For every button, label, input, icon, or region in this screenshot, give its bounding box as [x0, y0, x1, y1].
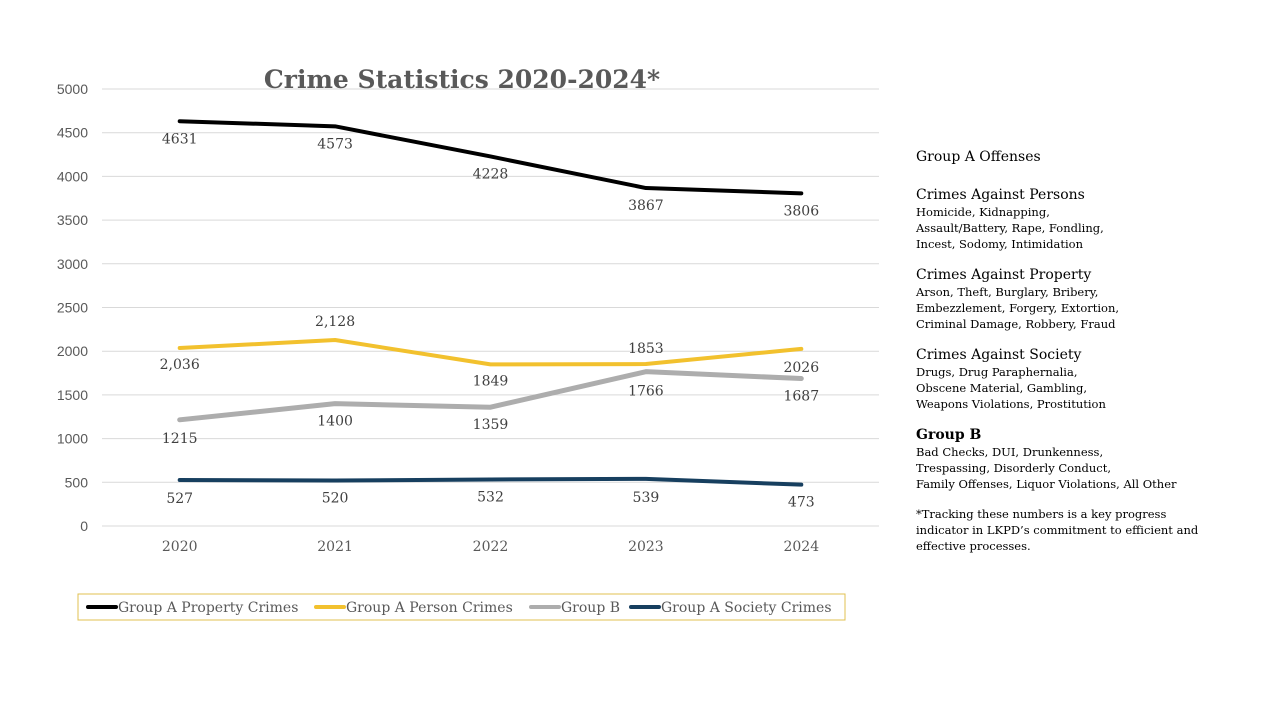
legend-label: Group A Property Crimes	[118, 600, 298, 616]
y-tick-label: 5000	[57, 81, 88, 97]
x-tick-label: 2020	[162, 539, 198, 555]
note-line: indicator in LKPD’s commitment to effici…	[916, 523, 1199, 537]
group-a-heading-block: Group A Offenses	[916, 148, 1236, 166]
property-line: Arson, Theft, Burglary, Bribery,	[916, 285, 1099, 299]
offense-key-panel: Group A Offenses Crimes Against Persons …	[916, 148, 1236, 554]
y-tick-label: 4500	[57, 125, 88, 141]
society-block: Crimes Against Society Drugs, Drug Parap…	[916, 346, 1236, 412]
data-label: 2,128	[315, 314, 355, 330]
legend: Group A Property Crimes Group A Person Cr…	[77, 593, 846, 621]
tracking-note: *Tracking these numbers is a key progres…	[916, 506, 1236, 554]
x-tick-label: 2024	[783, 539, 819, 555]
x-tick-label: 2023	[628, 539, 664, 555]
group-b-block: Group B Bad Checks, DUI, Drunkenness, Tr…	[916, 426, 1236, 492]
data-label: 539	[633, 490, 660, 506]
legend-label: Group A Society Crimes	[661, 600, 832, 616]
x-tick-label: 2022	[473, 539, 509, 555]
data-label: 1766	[628, 384, 664, 400]
property-title: Crimes Against Property	[916, 267, 1092, 283]
persons-block: Crimes Against Persons Homicide, Kidnapp…	[916, 186, 1236, 252]
persons-line: Homicide, Kidnapping,	[916, 205, 1050, 219]
note-line: *Tracking these numbers is a key progres…	[916, 507, 1167, 521]
crime-line-chart: 0 500 1000 1500 2000 2500 3000 3500 4000 4500 5000…	[57, 65, 879, 621]
group-b-title: Group B	[916, 427, 982, 443]
series-line	[177, 338, 804, 367]
group-a-heading: Group A Offenses	[916, 149, 1041, 165]
society-line: Weapons Violations, Prostitution	[916, 397, 1106, 411]
y-tick-label: 2500	[57, 300, 88, 316]
persons-line: Incest, Sodomy, Intimidation	[916, 237, 1083, 251]
y-axis-ticks: 0 500 1000 1500 2000 2500 3000 3500 4000 4500 5000	[57, 81, 88, 534]
legend-label: Group A Person Crimes	[346, 600, 513, 616]
property-block: Crimes Against Property Arson, Theft, Bu…	[916, 266, 1236, 332]
series-lines	[177, 119, 804, 487]
y-tick-label: 4000	[57, 168, 88, 184]
data-label: 1359	[473, 417, 509, 433]
society-title: Crimes Against Society	[916, 347, 1082, 363]
x-tick-label: 2021	[317, 539, 353, 555]
chart-title: Crime Statistics 2020-2024*	[264, 65, 660, 94]
series-line	[177, 476, 804, 487]
y-tick-label: 3500	[57, 212, 88, 228]
data-label: 3806	[783, 203, 819, 219]
data-label: 3867	[628, 198, 664, 214]
data-label: 4631	[162, 131, 198, 147]
data-label: 2,036	[160, 357, 200, 373]
property-line: Embezzlement, Forgery, Extortion,	[916, 301, 1120, 315]
data-label: 4228	[473, 166, 509, 182]
persons-line: Assault/Battery, Rape, Fondling,	[916, 221, 1104, 235]
data-label: 473	[788, 495, 815, 511]
persons-title: Crimes Against Persons	[916, 187, 1085, 203]
data-label: 1853	[628, 341, 664, 357]
data-label: 1215	[162, 431, 198, 447]
series-line	[177, 369, 804, 423]
data-label: 520	[322, 491, 349, 507]
gridlines	[102, 88, 879, 527]
y-tick-label: 500	[65, 474, 89, 490]
data-label: 1687	[783, 389, 819, 405]
group-b-line: Bad Checks, DUI, Drunkenness,	[916, 445, 1104, 459]
society-line: Obscene Material, Gambling,	[916, 381, 1087, 395]
data-label: 4573	[317, 136, 353, 152]
data-labels: 4631 4573 4228 3867 3806 2,036 2,128 1849 1853 20…	[160, 131, 820, 510]
y-tick-label: 2000	[57, 343, 88, 359]
x-axis-ticks: 2020 2021 2022 2023 2024	[162, 539, 819, 555]
group-b-line: Trespassing, Disorderly Conduct,	[916, 461, 1111, 475]
y-tick-label: 3000	[57, 256, 88, 272]
data-label: 1849	[473, 373, 509, 389]
y-tick-label: 0	[80, 518, 88, 534]
legend-box	[77, 593, 846, 621]
group-b-line: Family Offenses, Liquor Violations, All …	[916, 477, 1177, 491]
series-line	[177, 119, 804, 196]
data-label: 1400	[317, 414, 353, 430]
y-tick-label: 1000	[57, 431, 88, 447]
y-tick-label: 1500	[57, 387, 88, 403]
data-label: 527	[166, 491, 193, 507]
legend-label: Group B	[561, 600, 620, 616]
note-line: effective processes.	[916, 539, 1031, 553]
data-label: 532	[477, 490, 504, 506]
data-label: 2026	[783, 360, 819, 376]
society-line: Drugs, Drug Paraphernalia,	[916, 365, 1078, 379]
property-line: Criminal Damage, Robbery, Fraud	[916, 317, 1116, 331]
